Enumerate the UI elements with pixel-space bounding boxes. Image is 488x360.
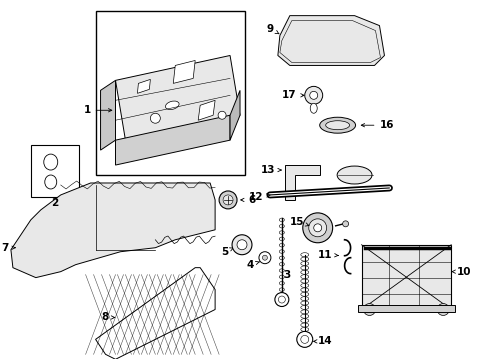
Polygon shape [101,80,115,150]
Ellipse shape [319,117,355,133]
Polygon shape [229,90,240,140]
Circle shape [363,303,375,315]
Circle shape [436,303,448,315]
Circle shape [218,111,225,119]
Polygon shape [198,100,215,120]
Text: 16: 16 [361,120,393,130]
Text: 14: 14 [313,336,332,346]
Polygon shape [115,115,229,165]
Circle shape [308,219,326,237]
Circle shape [309,91,317,99]
Polygon shape [277,15,384,66]
Polygon shape [173,60,195,84]
Circle shape [262,255,267,260]
Text: 1: 1 [83,105,112,115]
Polygon shape [95,268,215,359]
Text: 17: 17 [282,90,304,100]
Circle shape [342,221,348,227]
Bar [361,245,450,310]
Text: 7: 7 [1,243,15,253]
Text: 4: 4 [246,260,259,270]
Ellipse shape [45,175,57,189]
Ellipse shape [309,103,317,113]
Circle shape [313,224,321,232]
Circle shape [278,296,285,303]
Text: 2: 2 [51,198,58,208]
Text: 9: 9 [266,24,279,34]
Circle shape [274,293,288,306]
Text: 6: 6 [240,195,255,205]
Ellipse shape [44,154,58,170]
Text: 3: 3 [283,270,290,280]
Circle shape [232,235,251,255]
Circle shape [219,191,237,209]
Polygon shape [115,55,240,140]
Text: 10: 10 [450,267,471,276]
Bar [357,305,454,312]
Polygon shape [11,183,215,278]
Circle shape [304,86,322,104]
Ellipse shape [165,101,179,109]
Circle shape [259,252,270,264]
Bar [95,11,244,175]
Circle shape [300,336,308,343]
Ellipse shape [336,166,371,184]
Circle shape [150,113,160,123]
Text: 11: 11 [318,250,338,260]
Text: 13: 13 [260,165,281,175]
Polygon shape [285,165,319,200]
Text: 8: 8 [101,312,114,323]
Text: 5: 5 [221,247,233,257]
Bar [31,145,79,197]
Circle shape [302,213,332,243]
Text: 15: 15 [290,217,308,227]
Circle shape [237,240,246,250]
Circle shape [296,332,312,347]
Text: 12: 12 [248,192,269,202]
Ellipse shape [325,121,349,130]
Polygon shape [137,80,150,93]
Circle shape [223,195,233,205]
